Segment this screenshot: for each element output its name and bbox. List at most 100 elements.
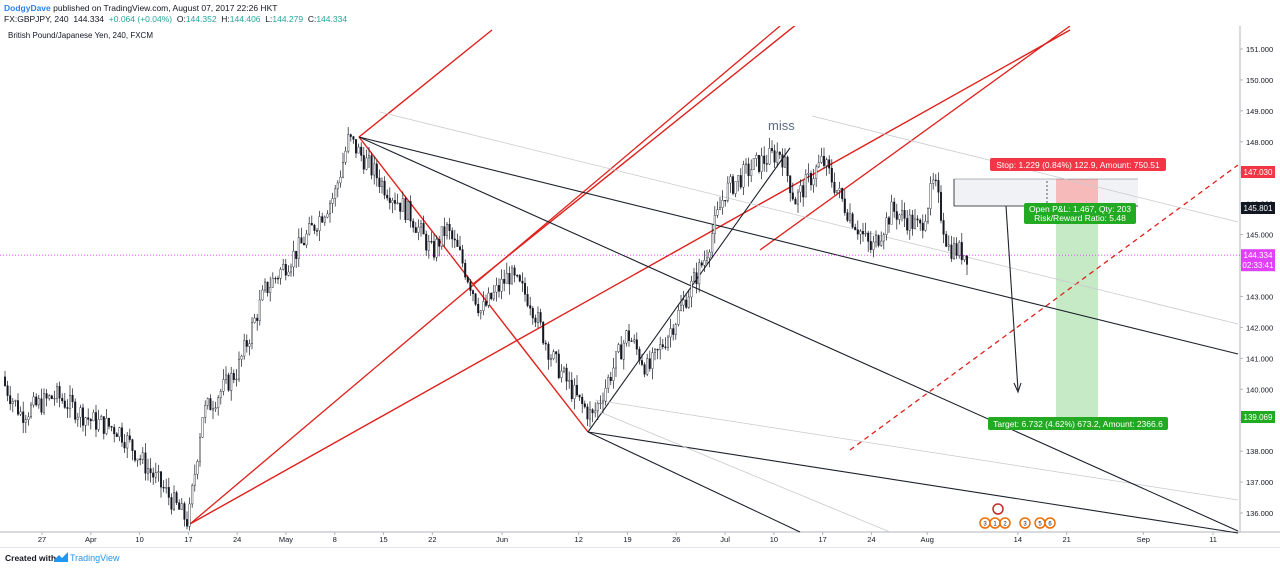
candle-body xyxy=(269,286,272,293)
tradingview-brand-link[interactable]: TradingView xyxy=(70,553,120,563)
candle-body xyxy=(669,328,672,338)
candle-body xyxy=(453,238,456,241)
event-marker-label: 6 xyxy=(1048,522,1052,528)
candle-body xyxy=(794,198,797,205)
candle-body xyxy=(765,163,768,165)
author-link[interactable]: DodgyDave xyxy=(4,3,51,13)
candle-body xyxy=(329,203,332,215)
candle-body xyxy=(198,437,201,462)
candle-body xyxy=(159,471,162,488)
candle-body xyxy=(945,234,948,247)
candle-body xyxy=(292,250,295,268)
candle-body xyxy=(219,391,222,398)
candle-body xyxy=(747,163,750,176)
candle-body xyxy=(136,458,139,461)
time-tick-label: 17 xyxy=(184,535,192,544)
red-right-parallel xyxy=(759,26,1071,251)
candle-body xyxy=(537,312,540,323)
candle-body xyxy=(378,177,381,187)
candle-body xyxy=(953,243,956,259)
candle-body xyxy=(373,163,376,176)
event-marker[interactable] xyxy=(1044,517,1056,529)
pl-label-text: Open P&L: 1.467, Qty: 203 xyxy=(1029,204,1131,214)
candle-body xyxy=(622,342,625,360)
candle-body xyxy=(154,472,157,478)
stop-zone[interactable] xyxy=(954,179,1138,206)
candle-body xyxy=(40,398,43,413)
candle-body xyxy=(901,210,904,216)
candle-body xyxy=(560,370,563,379)
candle-body xyxy=(583,403,586,408)
miss-annotation[interactable]: miss xyxy=(768,118,795,133)
candle-body xyxy=(165,487,168,489)
candle-body xyxy=(524,282,527,295)
candle-body xyxy=(830,167,833,183)
candles xyxy=(3,127,969,531)
candle-body xyxy=(511,267,514,285)
candle-body xyxy=(105,418,108,434)
candle-body xyxy=(693,272,696,282)
red-median-line xyxy=(472,26,796,285)
black-bottom-line xyxy=(587,431,801,533)
candle-body xyxy=(63,400,66,408)
tradingview-logo-icon xyxy=(54,552,68,562)
candle-body xyxy=(503,279,506,284)
target-label[interactable]: Target: 6.732 (4.62%) 673.2, Amount: 236… xyxy=(988,417,1168,430)
candle-body xyxy=(833,181,836,193)
candle-body xyxy=(388,197,391,203)
candle-body xyxy=(123,442,126,449)
candle-body xyxy=(713,215,716,234)
high-label: H: xyxy=(221,14,230,24)
time-tick-label: 17 xyxy=(818,535,826,544)
candle-body xyxy=(479,310,482,314)
candle-body xyxy=(729,176,732,184)
red-lower-tine xyxy=(189,29,1071,525)
black-pitchfork[interactable] xyxy=(358,136,1239,534)
price-axis[interactable]: 151.000150.000149.000148.000147.000146.0… xyxy=(1240,45,1273,518)
event-marker[interactable] xyxy=(1019,517,1031,529)
target-zone-active[interactable] xyxy=(1056,206,1098,418)
candle-body xyxy=(924,221,927,231)
stop-label[interactable]: Stop: 1.229 (0.84%) 122.9, Amount: 750.5… xyxy=(990,158,1166,171)
candle-body xyxy=(461,249,464,264)
axis-entry-label: 145.801 xyxy=(1241,202,1275,214)
candle-body xyxy=(812,178,815,186)
candle-body xyxy=(422,223,425,235)
candle-body xyxy=(854,226,857,230)
candle-body xyxy=(955,243,958,256)
candle-body xyxy=(456,239,459,247)
time-tick-label: Sep xyxy=(1137,535,1150,544)
candle-body xyxy=(890,201,893,225)
candle-body xyxy=(703,260,706,266)
open-value: 144.352 xyxy=(185,14,217,24)
red-upper-parallel xyxy=(189,26,781,525)
candle-body xyxy=(131,439,134,452)
candle-body xyxy=(152,472,155,478)
event-marker[interactable] xyxy=(999,517,1011,529)
candle-body xyxy=(815,166,818,179)
event-marker[interactable] xyxy=(992,503,1004,515)
candle-body xyxy=(534,317,537,323)
candle-body xyxy=(599,402,602,405)
high-value: 144.406 xyxy=(229,14,261,24)
candle-body xyxy=(9,395,12,405)
black-lower-line xyxy=(587,431,1239,534)
candle-body xyxy=(659,344,662,350)
candle-body xyxy=(820,156,823,163)
time-axis[interactable]: 27 Apr 10 17 24 May 8 15 22 Jun 12 19 26 Jul 10 17 24 Aug… xyxy=(38,532,1217,544)
candle-body xyxy=(84,417,87,426)
time-tick-label: 24 xyxy=(867,535,875,544)
candle-body xyxy=(638,348,641,361)
candle-body xyxy=(604,387,607,402)
price-tick-label: 137.000 xyxy=(1246,478,1273,487)
candle-body xyxy=(542,322,545,344)
candle-body xyxy=(817,162,820,168)
candle-body xyxy=(334,188,337,199)
candle-body xyxy=(651,352,654,369)
svg-text:147.030: 147.030 xyxy=(1244,168,1273,177)
pl-label[interactable]: Open P&L: 1.467, Qty: 203 Risk/Reward Ra… xyxy=(1024,203,1136,224)
price-chart[interactable]: 151.000150.000149.000148.000147.000146.0… xyxy=(0,26,1280,547)
candle-body xyxy=(420,223,423,228)
candle-body xyxy=(282,264,285,270)
